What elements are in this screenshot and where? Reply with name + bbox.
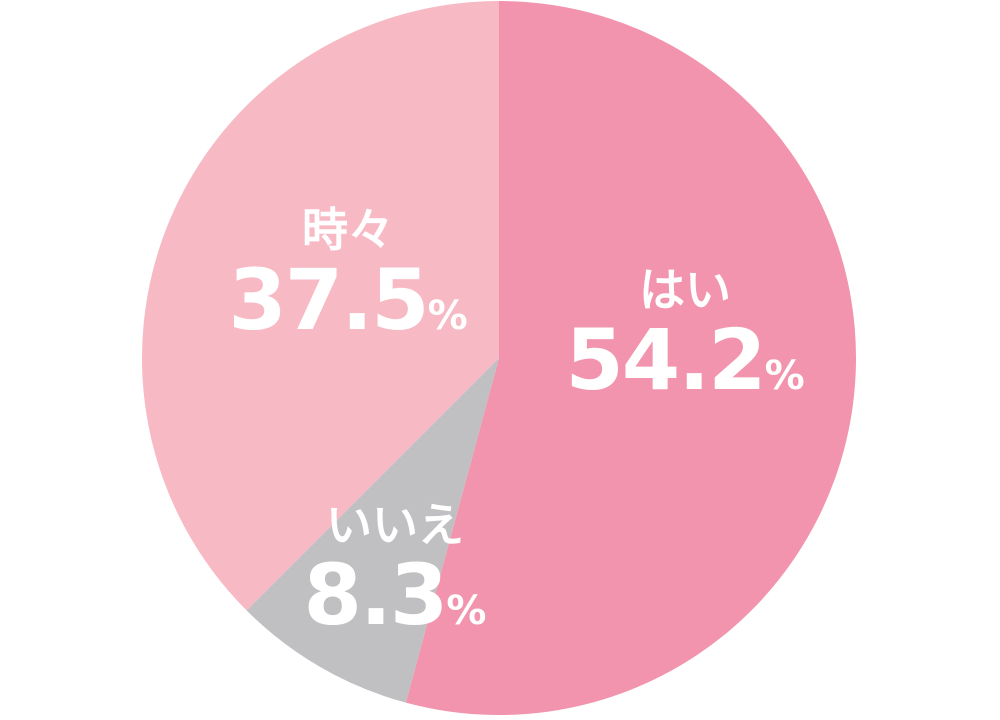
slice-category: 時々: [302, 203, 394, 257]
label-tokidoki: 時々 37.5%: [228, 205, 467, 361]
label-iie: いいえ 8.3%: [304, 500, 487, 656]
pie-slice-0: [405, 1, 856, 715]
slice-value: 37.5%: [228, 251, 468, 349]
label-hai: はい 54.2%: [565, 265, 804, 421]
pie-slice-2: [141, 1, 499, 611]
slice-category: いいえ: [325, 498, 464, 552]
slice-value: 54.2%: [565, 311, 805, 409]
slice-category: はい: [639, 263, 731, 317]
pie-slice-1: [246, 358, 499, 703]
slice-value: 8.3%: [303, 546, 487, 644]
